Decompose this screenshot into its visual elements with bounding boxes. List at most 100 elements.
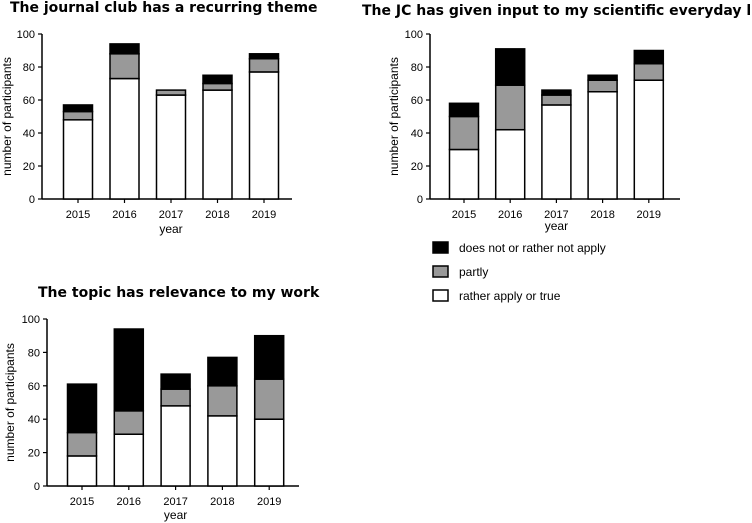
chart-title: The topic has relevance to my work bbox=[38, 285, 320, 301]
y-tick-label: 80 bbox=[23, 62, 35, 74]
bar-partly-2016 bbox=[109, 53, 140, 80]
bar-rather-apply-2019 bbox=[253, 418, 285, 487]
bar-partly-2019 bbox=[248, 58, 280, 73]
x-tick-label: 2016 bbox=[112, 209, 136, 221]
bar-partly-2019 bbox=[633, 62, 665, 81]
bar-rather-apply-2016 bbox=[109, 77, 140, 200]
bar-partly-2016 bbox=[494, 84, 526, 131]
bar-partly-2018 bbox=[587, 79, 618, 93]
y-tick-label: 60 bbox=[28, 381, 40, 393]
y-tick-label: 0 bbox=[417, 194, 423, 206]
bar-partly-2017 bbox=[155, 89, 187, 96]
y-tick-label: 40 bbox=[411, 128, 423, 140]
bar-partly-2018 bbox=[207, 385, 238, 417]
bar-does-not-apply-2017 bbox=[541, 89, 572, 96]
bar-rather-apply-2018 bbox=[207, 415, 238, 487]
bar-partly-2016 bbox=[113, 410, 145, 435]
bar-rather-apply-2019 bbox=[633, 79, 665, 200]
legend-swatch bbox=[432, 265, 449, 278]
y-tick-label: 40 bbox=[28, 414, 40, 426]
legend-label: partly bbox=[459, 265, 488, 279]
x-axis-label: year bbox=[164, 508, 187, 522]
y-axis-label: number of participants bbox=[387, 57, 401, 176]
y-tick-label: 40 bbox=[23, 128, 35, 140]
bar-rather-apply-2017 bbox=[160, 405, 191, 487]
bar-does-not-apply-2018 bbox=[207, 356, 238, 387]
x-tick-label: 2018 bbox=[205, 209, 229, 221]
chart-title: The JC has given input to my scientific … bbox=[362, 3, 752, 19]
x-tick-label: 2017 bbox=[163, 496, 187, 508]
x-tick-label: 2017 bbox=[544, 209, 568, 221]
bar-partly-2018 bbox=[202, 82, 233, 91]
x-tick-label: 2015 bbox=[452, 209, 476, 221]
y-tick-label: 100 bbox=[405, 29, 423, 41]
bar-rather-apply-2017 bbox=[155, 94, 187, 200]
y-tick-label: 20 bbox=[23, 161, 35, 173]
y-tick-label: 0 bbox=[34, 481, 40, 493]
bar-partly-2017 bbox=[160, 388, 191, 407]
bar-partly-2015 bbox=[66, 431, 98, 457]
legend-swatch bbox=[432, 289, 449, 302]
y-tick-label: 20 bbox=[28, 448, 40, 460]
bar-does-not-apply-2015 bbox=[66, 383, 98, 434]
y-tick-label: 80 bbox=[28, 347, 40, 359]
y-tick-label: 100 bbox=[22, 314, 40, 326]
x-tick-label: 2018 bbox=[210, 496, 234, 508]
bar-does-not-apply-2015 bbox=[62, 104, 94, 113]
x-tick-label: 2019 bbox=[252, 209, 276, 221]
bar-does-not-apply-2017 bbox=[160, 373, 191, 390]
x-tick-label: 2015 bbox=[66, 209, 90, 221]
bar-partly-2015 bbox=[62, 110, 94, 121]
legend-label: does not or rather not apply bbox=[459, 241, 606, 255]
y-tick-label: 60 bbox=[23, 95, 35, 107]
bar-does-not-apply-2016 bbox=[494, 48, 526, 86]
legend-swatch bbox=[432, 241, 449, 254]
x-tick-label: 2016 bbox=[498, 209, 522, 221]
bar-does-not-apply-2019 bbox=[253, 334, 285, 380]
y-tick-label: 0 bbox=[29, 194, 35, 206]
bar-rather-apply-2015 bbox=[66, 455, 98, 487]
bar-does-not-apply-2016 bbox=[113, 328, 145, 412]
bar-rather-apply-2016 bbox=[113, 433, 145, 487]
y-tick-label: 100 bbox=[17, 29, 35, 41]
bar-rather-apply-2018 bbox=[202, 89, 233, 200]
bar-partly-2015 bbox=[448, 115, 480, 151]
bar-rather-apply-2015 bbox=[448, 148, 480, 200]
x-tick-label: 2015 bbox=[70, 496, 94, 508]
bar-does-not-apply-2015 bbox=[448, 102, 480, 118]
y-tick-label: 80 bbox=[411, 62, 423, 74]
bar-does-not-apply-2018 bbox=[202, 74, 233, 85]
x-tick-label: 2017 bbox=[159, 209, 183, 221]
legend-label: rather apply or true bbox=[459, 289, 561, 303]
legend: does not or rather not apply partly rather… bbox=[432, 241, 606, 303]
bar-rather-apply-2015 bbox=[62, 119, 94, 200]
bar-partly-2019 bbox=[253, 378, 285, 420]
x-tick-label: 2018 bbox=[590, 209, 614, 221]
bar-rather-apply-2017 bbox=[541, 104, 572, 200]
bar-rather-apply-2016 bbox=[494, 128, 526, 200]
x-tick-label: 2019 bbox=[637, 209, 661, 221]
bar-rather-apply-2019 bbox=[248, 71, 280, 200]
x-tick-label: 2016 bbox=[117, 496, 141, 508]
legend-item-partly: partly bbox=[432, 265, 488, 279]
bar-does-not-apply-2019 bbox=[633, 49, 665, 65]
chart-title: The journal club has a recurring theme bbox=[10, 0, 318, 16]
bar-partly-2017 bbox=[541, 94, 572, 106]
bar-does-not-apply-2018 bbox=[587, 74, 618, 81]
legend-item-does-not-apply: does not or rather not apply bbox=[432, 241, 606, 255]
bar-does-not-apply-2019 bbox=[248, 53, 280, 60]
chart-1: The journal club has a recurring theme 0 2… bbox=[0, 0, 318, 236]
bar-rather-apply-2018 bbox=[587, 91, 618, 200]
y-tick-label: 60 bbox=[411, 95, 423, 107]
y-axis-label: number of participants bbox=[0, 57, 14, 176]
legend-item-rather-apply: rather apply or true bbox=[432, 289, 561, 303]
bar-does-not-apply-2016 bbox=[109, 43, 140, 55]
y-axis-label: number of participants bbox=[3, 343, 17, 462]
chart-2: The JC has given input to my scientific … bbox=[362, 3, 752, 233]
x-axis-label: year bbox=[545, 219, 568, 233]
x-axis-label: year bbox=[159, 222, 182, 236]
x-tick-label: 2019 bbox=[257, 496, 281, 508]
chart-3: The topic has relevance to my work 0 20 40 6… bbox=[3, 285, 320, 522]
y-tick-label: 20 bbox=[411, 161, 423, 173]
